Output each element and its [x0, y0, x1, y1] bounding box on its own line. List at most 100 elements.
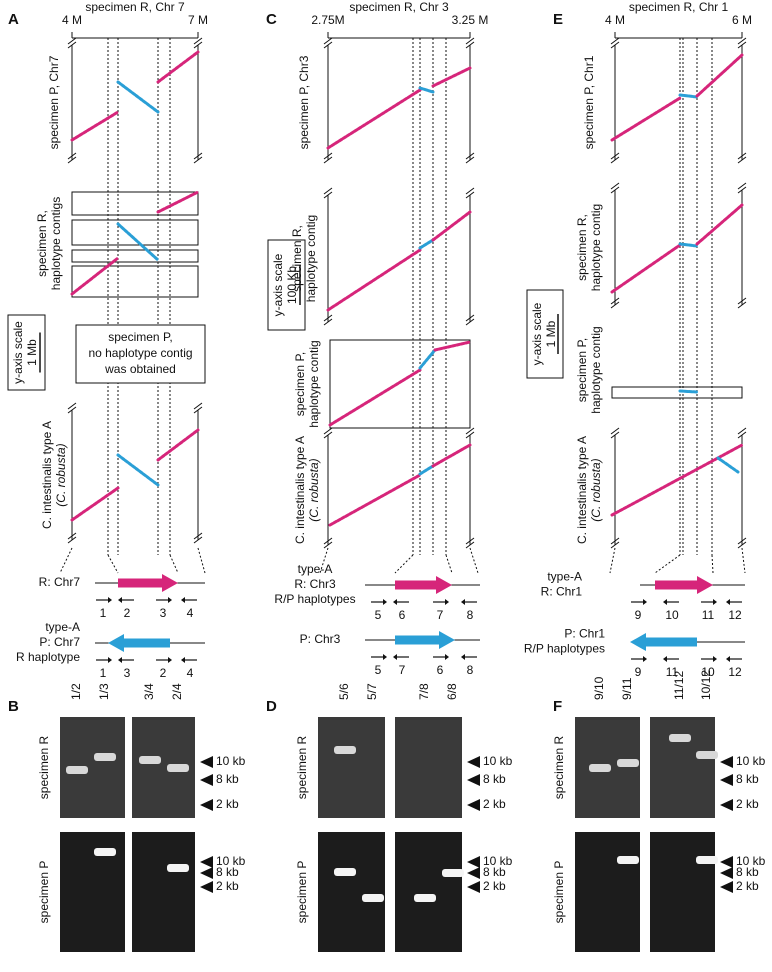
marker-label: 10 kb [216, 854, 246, 868]
contig-box [71, 265, 199, 298]
gel-band [94, 848, 116, 856]
axis-tick-label: 6 M [732, 13, 752, 27]
guide-line [741, 547, 746, 574]
dot-alignment [328, 368, 422, 427]
map-label: R/P haplotypes [524, 642, 605, 656]
dot-alignment [678, 93, 699, 99]
line [67, 152, 77, 160]
lane-label: 5/6 [337, 683, 351, 700]
contig-box [611, 386, 743, 399]
line [610, 427, 620, 435]
marker-arrow [467, 756, 480, 768]
map-label: P: Chr7 [39, 635, 80, 649]
rotated-label: specimen R [552, 735, 566, 799]
gel-band [696, 751, 718, 759]
line [323, 191, 333, 199]
dot-alignment [678, 389, 699, 394]
contig-box [71, 191, 199, 216]
primer-head [445, 654, 449, 660]
marker-label: 2 kb [736, 879, 759, 893]
marker-label: 2 kb [216, 879, 239, 893]
axis-tick-label: 3.25 M [452, 13, 489, 27]
gel-band [167, 764, 189, 772]
note-text: no haplotype contig [88, 346, 192, 360]
line [323, 152, 333, 160]
dot-alignment [418, 464, 435, 476]
gel-band [669, 734, 691, 742]
rotated-label: C. intestinalis type A [40, 421, 54, 529]
gel-band [589, 764, 611, 772]
guide-line [609, 547, 616, 574]
primer-head [383, 599, 387, 605]
dot-alignment [431, 210, 472, 242]
marker-arrow [720, 799, 733, 811]
gel-band [334, 746, 356, 754]
line [323, 427, 333, 435]
marker-label: 8 kb [736, 772, 759, 786]
axis-tick-label: 2.75M [311, 13, 344, 27]
line [193, 37, 203, 45]
line [465, 541, 475, 549]
marker-label: 8 kb [483, 865, 506, 879]
panel-letter: D [266, 698, 277, 715]
line [610, 537, 620, 545]
dot-alignment [326, 88, 422, 150]
primer-head [726, 656, 730, 662]
line [193, 532, 203, 540]
line [610, 41, 620, 49]
line [323, 187, 333, 195]
gel-band [617, 856, 639, 864]
line [67, 532, 77, 540]
rotated-label: y-axis scale [271, 253, 285, 316]
primer-head [393, 654, 397, 660]
marker-label: 10 kb [736, 854, 766, 868]
lane-label: 3/4 [142, 683, 156, 700]
primer-number: 9 [635, 665, 642, 679]
gel [318, 717, 385, 818]
primer-number: 8 [467, 608, 474, 622]
primer-number: 6 [399, 608, 406, 622]
primer-number: 2 [160, 666, 167, 680]
line [465, 318, 475, 326]
rotated-label: specimen P, Chr1 [582, 55, 596, 149]
rotated-label: haplotype contig [304, 215, 318, 302]
map-label: P: Chr1 [564, 627, 605, 641]
line [737, 541, 747, 549]
gel-band [139, 756, 161, 764]
map-label: R: Chr7 [39, 575, 81, 589]
rotated-label: specimen P, Chr7 [47, 55, 61, 149]
primer-number: 5 [375, 663, 382, 677]
guide-line [654, 554, 681, 574]
panel-letter: B [8, 698, 19, 715]
primer-number: 12 [728, 608, 742, 622]
lane-label: 7/8 [417, 683, 431, 700]
primer-number: 1 [100, 606, 107, 620]
line [193, 406, 203, 414]
marker-arrow [200, 774, 213, 786]
line [610, 297, 620, 305]
line [323, 537, 333, 545]
gel-band [617, 759, 639, 767]
primer-number: 11 [702, 608, 715, 622]
primer-head [643, 656, 647, 662]
primer-number: 8 [467, 663, 474, 677]
gel [650, 832, 715, 952]
axis-title: specimen R, Chr 1 [629, 0, 729, 14]
marker-arrow [720, 774, 733, 786]
dot-alignment [70, 486, 120, 522]
primer-head [726, 599, 730, 605]
gel [395, 832, 462, 952]
dot-alignment [116, 222, 160, 262]
primer-number: 2 [124, 606, 131, 620]
marker-arrow [467, 867, 480, 879]
dot-alignment [695, 203, 744, 246]
line [610, 182, 620, 190]
primer-number: 10 [701, 665, 715, 679]
line [193, 536, 203, 544]
line [323, 37, 333, 45]
line [737, 297, 747, 305]
contig-box [71, 219, 199, 246]
line [323, 156, 333, 164]
note-text: specimen P, [108, 330, 172, 344]
line [465, 187, 475, 195]
